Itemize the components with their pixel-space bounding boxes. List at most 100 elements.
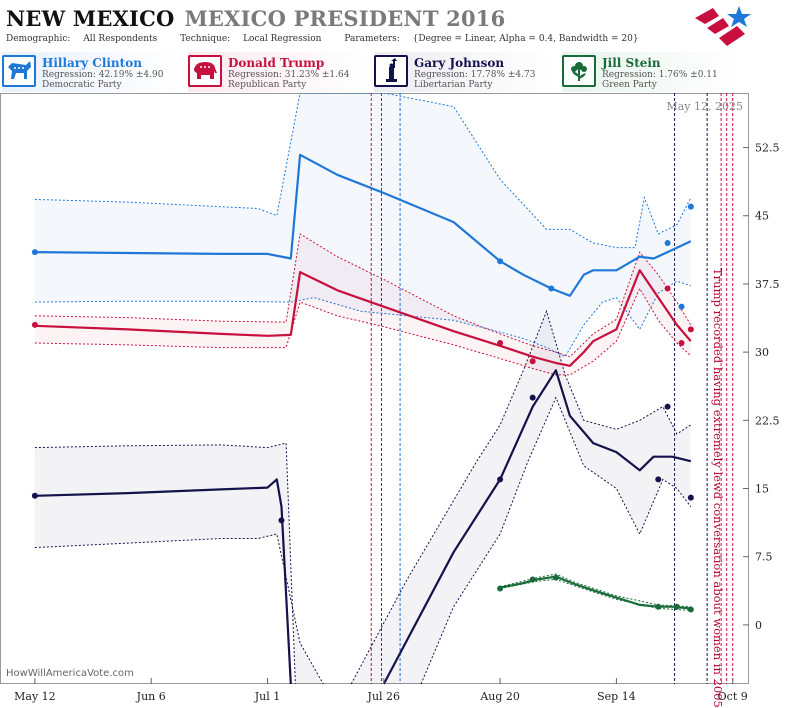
donald-trump-band [34, 233, 691, 375]
jill-stein-band [500, 574, 691, 611]
gary-johnson-poll-point[interactable] [664, 403, 671, 410]
donald-trump-poll-point[interactable] [497, 340, 504, 347]
watermark: HowWillAmericaVote.com [6, 668, 134, 679]
x-tick-label: May 12 [14, 690, 56, 703]
jill-stein-lower-bound [500, 578, 691, 611]
hillary-clinton-lower-bound [34, 280, 691, 358]
x-tick-label: Jul 26 [367, 690, 401, 703]
y-tick-label: 30 [755, 346, 769, 359]
plot-frame [0, 93, 749, 684]
gary-johnson-band [351, 311, 691, 684]
donald-trump-upper-bound [34, 233, 692, 358]
flower-icon [562, 55, 596, 87]
donald-trump-poll-point[interactable] [31, 321, 38, 328]
legend-item-clinton[interactable]: Hillary Clinton Regression: 42.19% ±4.90… [2, 52, 182, 92]
x-tick-label: Aug 20 [479, 690, 520, 703]
candidate-name: Hillary Clinton [42, 56, 142, 70]
parameters-line: Demographic: All Respondents Technique: … [6, 34, 659, 44]
y-tick-label: 45 [755, 210, 769, 223]
donkey-icon [2, 55, 36, 87]
jill-stein-poll-point[interactable] [497, 585, 504, 592]
gary-johnson-regression-line [34, 478, 292, 685]
parameters-value: {Degree = Linear, Alpha = 0.4, Bandwidth… [412, 34, 639, 44]
hillary-clinton-poll-point[interactable] [687, 203, 694, 210]
jill-stein-poll-point[interactable] [655, 603, 662, 610]
gary-johnson-upper-bound [350, 309, 692, 685]
hillary-clinton-band [34, 93, 691, 357]
jill-stein-poll-point[interactable] [552, 574, 559, 581]
candidate-party: Green Party [602, 80, 657, 90]
gary-johnson-lower-bound [420, 396, 692, 685]
donald-trump-regression-line [34, 269, 692, 367]
donald-trump-lower-bound [34, 287, 692, 376]
vertical-markers [370, 93, 734, 684]
donald-trump-poll-point[interactable] [687, 326, 694, 333]
race-title: MEXICO PRESIDENT 2016 [184, 6, 506, 31]
demographic-value: All Respondents [83, 34, 158, 44]
x-tick-label: Jul 1 [254, 690, 281, 703]
gary-johnson-poll-point[interactable] [278, 517, 285, 524]
legend-item-stein[interactable]: Jill Stein Regression: 1.76% ±0.11 Green… [562, 52, 742, 92]
state-title: NEW MEXICO [6, 6, 175, 31]
y-tick-label: 22.5 [755, 414, 780, 427]
technique-label: Technique: [180, 34, 231, 44]
chart-plot: 0 7.5 15 22.5 30 37.5 45 52.5 May 12 Jun 6 Jul 1 J… [0, 93, 780, 703]
candidate-party: Libertarian Party [414, 80, 493, 90]
candidate-regression: Regression: 31.23% ±1.64 [228, 70, 350, 80]
candidate-regression: Regression: 17.78% ±4.73 [414, 70, 536, 80]
candidate-regression: Regression: 42.19% ±4.90 [42, 70, 164, 80]
hillary-clinton-poll-point[interactable] [497, 258, 504, 265]
legend-item-johnson[interactable]: Gary Johnson Regression: 17.78% ±4.73 Li… [374, 52, 554, 92]
statue-of-liberty-icon [374, 55, 408, 87]
hillary-clinton-poll-point[interactable] [31, 249, 38, 256]
donald-trump-poll-point[interactable] [664, 285, 671, 292]
gary-johnson-poll-point[interactable] [655, 476, 662, 483]
hillary-clinton-poll-point[interactable] [678, 303, 685, 310]
gary-johnson-band [34, 443, 324, 684]
demographic-label: Demographic: [6, 34, 71, 44]
y-tick-label: 15 [755, 483, 769, 496]
candidate-name: Gary Johnson [414, 56, 505, 70]
donald-trump-poll-point[interactable] [678, 340, 685, 347]
event-annotation: Trump recorded having extremely lewd con… [711, 268, 727, 708]
x-axis: May 12 Jun 6 Jul 1 Jul 26 Aug 20 Sep 14 Oct 9 [14, 678, 748, 703]
hillary-clinton-poll-point[interactable] [664, 240, 671, 247]
y-tick-label: 0 [755, 619, 762, 632]
jill-stein-poll-point[interactable] [529, 576, 536, 583]
x-tick-label: Jun 6 [136, 690, 166, 703]
y-tick-label: 7.5 [755, 551, 773, 564]
regression-lines [34, 153, 692, 685]
x-tick-label: Oct 9 [718, 690, 748, 703]
hillary-clinton-upper-bound [34, 93, 692, 249]
event-annotation-text: Trump recorded having extremely lewd con… [711, 268, 725, 708]
x-tick-label: Sep 14 [597, 690, 636, 703]
date-stamp: May 12, 2025 [666, 100, 743, 113]
gary-johnson-lower-bound [34, 533, 324, 685]
gary-johnson-poll-point[interactable] [687, 494, 694, 501]
candidate-party: Democratic Party [42, 80, 122, 90]
gary-johnson-poll-point[interactable] [529, 394, 536, 401]
technique-value: Local Regression [243, 34, 322, 44]
elephant-icon [188, 55, 222, 87]
candidate-legend: Hillary Clinton Regression: 42.19% ±4.90… [0, 52, 789, 92]
candidate-name: Jill Stein [602, 56, 661, 70]
poll-points [31, 203, 694, 613]
jill-stein-poll-point[interactable] [687, 606, 694, 613]
legend-item-trump[interactable]: Donald Trump Regression: 31.23% ±1.64 Re… [188, 52, 368, 92]
gary-johnson-poll-point[interactable] [497, 476, 504, 483]
donald-trump-poll-point[interactable] [529, 358, 536, 365]
chart-title: NEW MEXICO MEXICO PRESIDENT 2016 [6, 6, 505, 31]
parameters-label: Parameters: [344, 34, 400, 44]
hillary-clinton-regression-line [34, 153, 692, 297]
gary-johnson-regression-line [382, 369, 692, 685]
y-axis: 0 7.5 15 22.5 30 37.5 45 52.5 [743, 142, 780, 632]
jill-stein-poll-point[interactable] [673, 603, 680, 610]
candidate-regression: Regression: 1.76% ±0.11 [602, 70, 718, 80]
hillary-clinton-poll-point[interactable] [548, 285, 555, 292]
candidate-name: Donald Trump [228, 56, 325, 70]
y-tick-label: 52.5 [755, 142, 780, 155]
gary-johnson-poll-point[interactable] [31, 492, 38, 499]
howwillamericavote-logo [695, 6, 751, 46]
candidate-party: Republican Party [228, 80, 307, 90]
gary-johnson-upper-bound [34, 442, 296, 685]
